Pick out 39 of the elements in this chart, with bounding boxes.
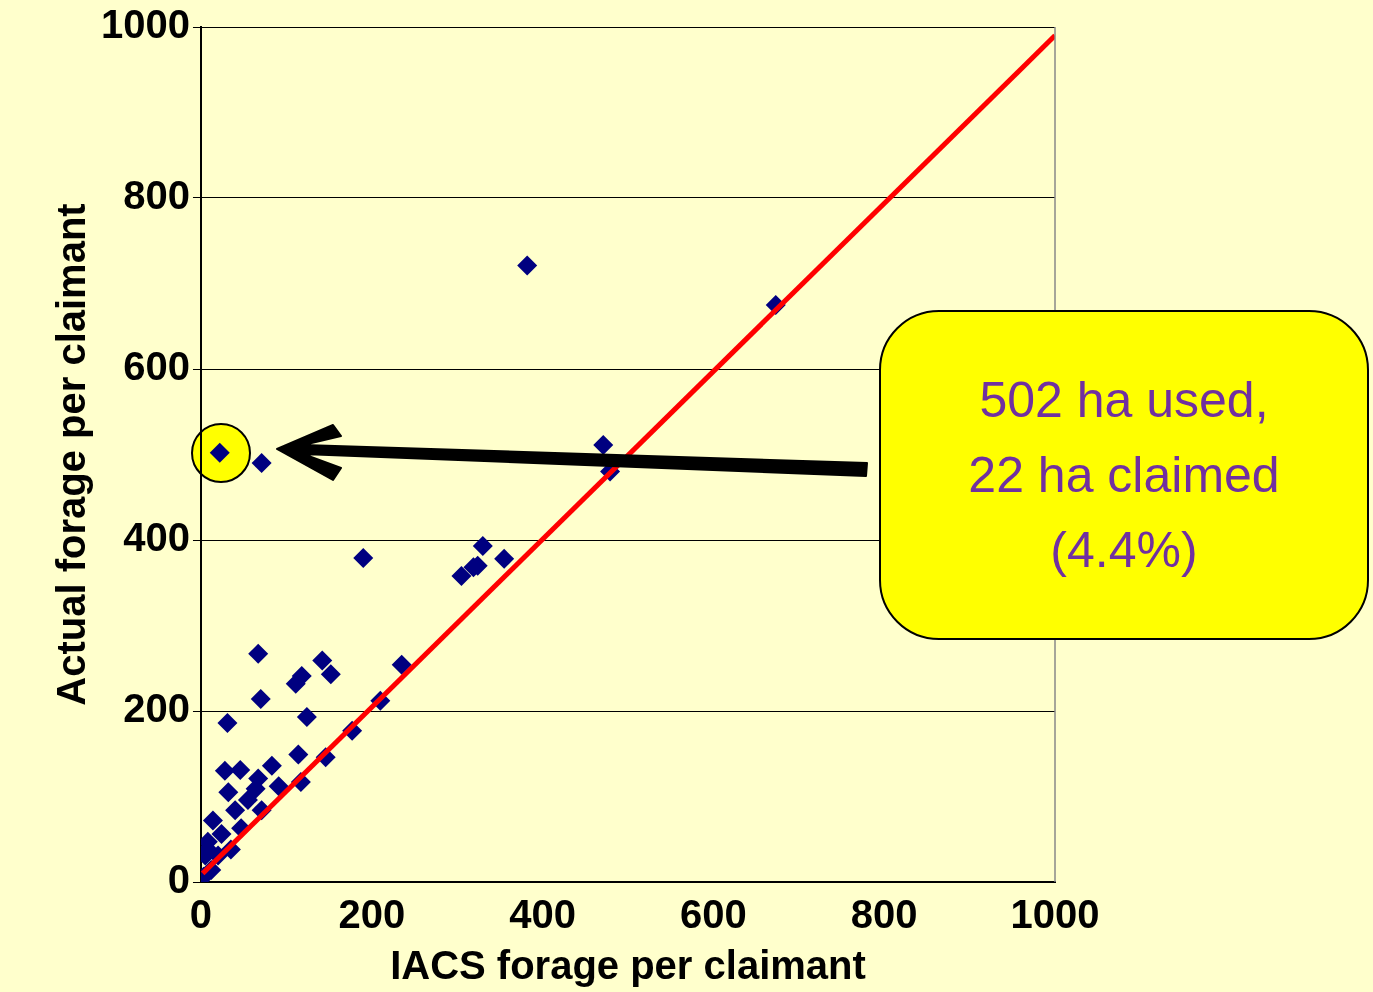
- point: [593, 435, 614, 456]
- point: [517, 255, 538, 276]
- point: [268, 776, 289, 797]
- callout-box: 502 ha used, 22 ha claimed (4.4%): [879, 310, 1369, 640]
- x-tick-label: 600: [680, 892, 747, 937]
- point: [451, 565, 472, 586]
- point: [296, 706, 317, 727]
- x-tick-label: 800: [850, 892, 918, 937]
- point: [261, 755, 282, 776]
- x-tick-label: 200: [338, 892, 406, 937]
- point: [391, 654, 412, 675]
- point: [211, 824, 232, 845]
- y-tick-label: 800: [123, 173, 190, 218]
- point: [217, 712, 238, 733]
- point: [472, 535, 493, 556]
- point: [214, 760, 235, 781]
- y-tick-label: 600: [123, 344, 190, 389]
- y-tick-label: 200: [123, 686, 190, 731]
- point: [494, 548, 515, 569]
- x-axis-title: IACS forage per claimant: [390, 943, 866, 988]
- y-tick-label: 1000: [101, 2, 190, 47]
- point: [237, 789, 258, 810]
- point: [285, 673, 306, 694]
- point: [250, 689, 271, 710]
- point: [230, 760, 251, 780]
- point: [320, 664, 341, 685]
- point: [312, 650, 333, 671]
- point: [225, 800, 246, 821]
- x-tick-label: 1000: [1010, 892, 1100, 937]
- point: [251, 453, 272, 474]
- y-tick-label: 0: [167, 857, 190, 902]
- point: [353, 547, 374, 568]
- point: [288, 744, 309, 765]
- point: [248, 643, 269, 664]
- y-tick-label: 400: [123, 515, 190, 560]
- x-tick-label: 400: [509, 892, 576, 937]
- y-axis-title: Actual forage per claimant: [49, 203, 94, 706]
- point: [202, 810, 223, 831]
- point: [218, 782, 239, 803]
